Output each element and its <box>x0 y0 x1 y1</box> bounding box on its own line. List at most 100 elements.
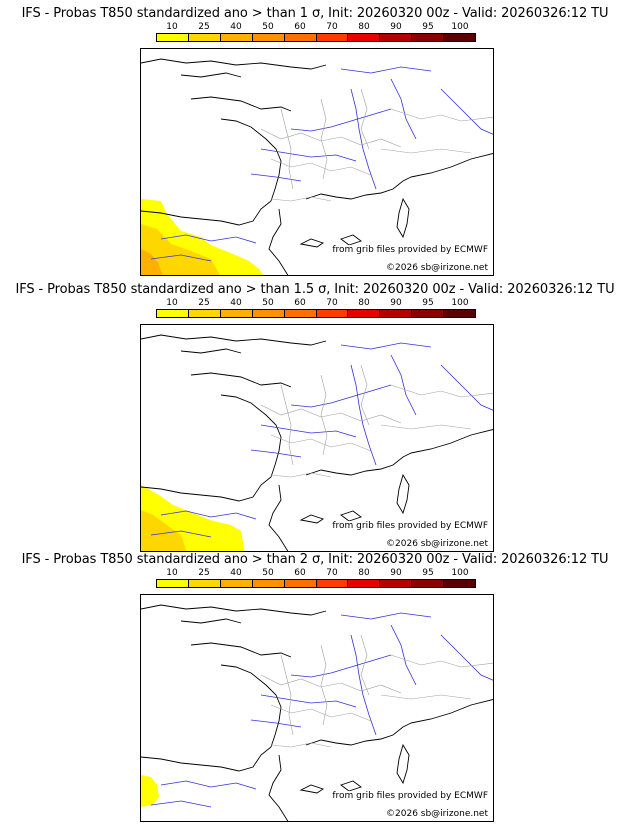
coastline <box>141 334 493 551</box>
legend-tick-label: 70 <box>326 568 338 578</box>
legend-tick-label: 70 <box>326 22 338 32</box>
legend-tick-label: 25 <box>198 298 210 308</box>
legend-tick-label: 60 <box>294 568 306 578</box>
legend-swatch <box>412 580 445 587</box>
legend-swatch <box>188 310 221 317</box>
borders <box>260 634 493 748</box>
panel-title: IFS - Probas T850 standardized ano > tha… <box>15 282 615 297</box>
legend-color-bar <box>156 33 476 42</box>
legend-swatch <box>220 310 253 317</box>
source-credit: from grib files provided by ECMWF <box>331 791 489 801</box>
legend-swatch <box>157 580 189 587</box>
probability-area-40 <box>141 249 163 275</box>
legend-tick-label: 80 <box>358 568 370 578</box>
legend-tick-label: 40 <box>230 298 242 308</box>
coastline <box>141 604 493 821</box>
legend-tick-label: 100 <box>451 298 469 308</box>
legend-swatch <box>348 34 381 41</box>
legend-tick-label: 90 <box>390 568 402 578</box>
legend-tick-label: 50 <box>262 568 274 578</box>
map-panel-3: IFS - Probas T850 standardized ano > tha… <box>0 546 630 822</box>
legend-swatch <box>316 580 349 587</box>
legend-ticks: 10 25 40 50 60 70 80 90 95 100 <box>156 298 476 309</box>
legend-tick-label: 80 <box>358 298 370 308</box>
source-credit: from grib files provided by ECMWF <box>331 521 489 531</box>
legend-tick-label: 95 <box>422 568 434 578</box>
legend-tick-label: 90 <box>390 22 402 32</box>
borders <box>260 364 493 478</box>
panel-title: IFS - Probas T850 standardized ano > tha… <box>21 552 609 567</box>
legend-swatch <box>220 34 253 41</box>
legend-tick-label: 10 <box>166 568 178 578</box>
probability-legend: 10 25 40 50 60 70 80 90 95 100 <box>156 22 476 44</box>
map-area: from grib files provided by ECMWF ©2026 … <box>140 48 494 276</box>
legend-ticks: 10 25 40 50 60 70 80 90 95 100 <box>156 568 476 579</box>
probability-area-25 <box>141 510 187 551</box>
map-area: from grib files provided by ECMWF ©2026 … <box>140 594 494 822</box>
legend-swatch <box>380 580 413 587</box>
rivers <box>150 342 493 538</box>
probability-fill <box>141 485 245 551</box>
legend-tick-label: 95 <box>422 22 434 32</box>
legend-tick-label: 25 <box>198 22 210 32</box>
map-svg <box>141 604 493 821</box>
legend-swatch <box>380 34 413 41</box>
legend-tick-label: 90 <box>390 298 402 308</box>
legend-tick-label: 10 <box>166 22 178 32</box>
legend-swatch <box>316 310 349 317</box>
legend-tick-label: 95 <box>422 298 434 308</box>
probability-fill <box>141 199 264 275</box>
legend-swatch <box>316 34 349 41</box>
legend-tick-label: 100 <box>451 568 469 578</box>
probability-fill <box>141 775 159 807</box>
map-svg <box>141 58 493 275</box>
legend-swatch <box>444 310 476 317</box>
map-panel-1: IFS - Probas T850 standardized ano > tha… <box>0 0 630 276</box>
legend-swatch <box>284 310 317 317</box>
map-panel-2: IFS - Probas T850 standardized ano > tha… <box>0 276 630 552</box>
legend-tick-label: 70 <box>326 298 338 308</box>
rivers <box>150 612 493 808</box>
copyright-label: ©2026 sb@irizone.net <box>385 809 489 819</box>
copyright-label: ©2026 sb@irizone.net <box>385 263 489 273</box>
legend-swatch <box>348 310 381 317</box>
legend-tick-label: 50 <box>262 22 274 32</box>
legend-tick-label: 80 <box>358 22 370 32</box>
source-credit: from grib files provided by ECMWF <box>331 245 489 255</box>
legend-swatch <box>252 310 285 317</box>
legend-ticks: 10 25 40 50 60 70 80 90 95 100 <box>156 22 476 33</box>
panel-title: IFS - Probas T850 standardized ano > tha… <box>21 6 609 21</box>
legend-tick-label: 100 <box>451 22 469 32</box>
legend-swatch <box>284 34 317 41</box>
map-svg <box>141 334 493 551</box>
legend-color-bar <box>156 579 476 588</box>
legend-tick-label: 40 <box>230 568 242 578</box>
legend-color-bar <box>156 309 476 318</box>
legend-swatch <box>284 580 317 587</box>
legend-tick-label: 40 <box>230 22 242 32</box>
legend-swatch <box>252 580 285 587</box>
legend-tick-label: 50 <box>262 298 274 308</box>
legend-swatch <box>252 34 285 41</box>
legend-swatch <box>348 580 381 587</box>
probability-legend: 10 25 40 50 60 70 80 90 95 100 <box>156 568 476 590</box>
legend-swatch <box>157 310 189 317</box>
legend-tick-label: 25 <box>198 568 210 578</box>
legend-swatch <box>220 580 253 587</box>
legend-tick-label: 10 <box>166 298 178 308</box>
legend-swatch <box>444 34 476 41</box>
copyright-label: ©2026 sb@irizone.net <box>385 539 489 549</box>
probability-legend: 10 25 40 50 60 70 80 90 95 100 <box>156 298 476 320</box>
probability-area-25 <box>141 224 220 275</box>
coastline <box>141 58 493 275</box>
legend-swatch <box>188 34 221 41</box>
map-area: from grib files provided by ECMWF ©2026 … <box>140 324 494 552</box>
legend-swatch <box>412 310 445 317</box>
legend-tick-label: 60 <box>294 298 306 308</box>
legend-swatch <box>444 580 476 587</box>
legend-swatch <box>157 34 189 41</box>
rivers <box>150 66 493 262</box>
probability-area-10 <box>141 775 159 807</box>
legend-swatch <box>188 580 221 587</box>
legend-swatch <box>380 310 413 317</box>
